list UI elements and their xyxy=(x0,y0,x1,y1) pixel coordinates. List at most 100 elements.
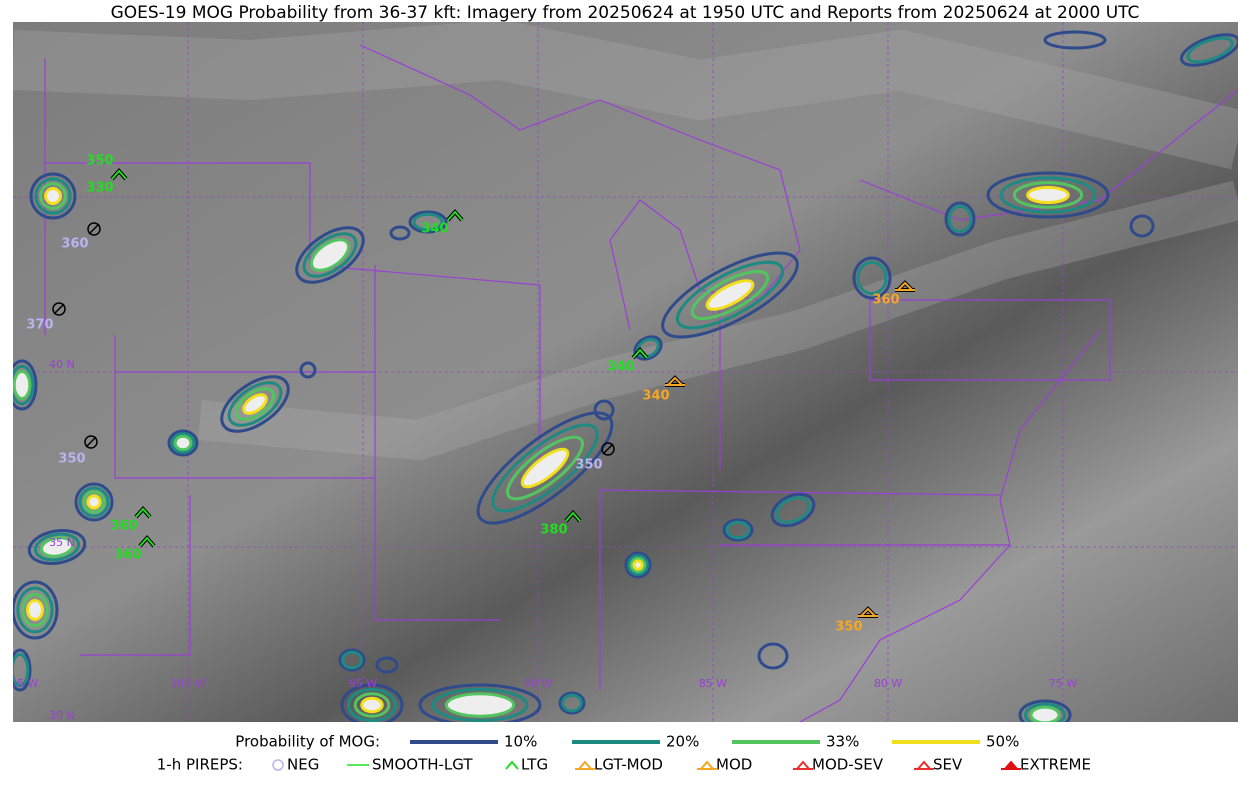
contour xyxy=(227,381,283,427)
contour xyxy=(1026,186,1070,204)
contour xyxy=(86,494,102,510)
pirep-label: 340 xyxy=(642,389,669,404)
contour xyxy=(299,361,317,379)
contour xyxy=(1024,702,1066,722)
legend-label: SMOOTH-LGT xyxy=(372,756,473,774)
graticule xyxy=(13,22,1238,722)
pirep-symbol xyxy=(85,436,97,448)
contour xyxy=(13,370,32,400)
pirep-label: 380 xyxy=(540,523,567,538)
pirep-symbol xyxy=(88,223,100,235)
contour xyxy=(27,529,87,565)
pirep-label: 350 xyxy=(575,458,602,473)
legend-swatch xyxy=(793,760,813,770)
pirep-symbol xyxy=(447,210,463,221)
legend-label: SEV xyxy=(933,756,963,774)
contour xyxy=(491,423,599,513)
contour xyxy=(1180,33,1238,67)
contour xyxy=(82,490,106,514)
contour xyxy=(629,556,647,574)
contour xyxy=(705,279,755,311)
map: 105 W 100 W 95 W 90 W 85 W 80 W 75 W 30 N 35 N 40… xyxy=(3,22,1238,722)
contour xyxy=(444,692,516,718)
legend-swatch xyxy=(575,760,595,770)
contour xyxy=(16,586,54,634)
contour xyxy=(1186,36,1234,64)
pirep-label: 360 xyxy=(61,237,88,252)
contour xyxy=(13,648,32,692)
contour xyxy=(340,683,404,722)
contour xyxy=(389,225,411,241)
contour xyxy=(408,210,448,234)
mog-contours xyxy=(13,30,1238,722)
contour xyxy=(856,260,888,296)
lat-label: 35 N xyxy=(49,536,75,549)
contour xyxy=(234,387,276,421)
pirep-symbol xyxy=(895,281,915,291)
contour xyxy=(690,269,770,321)
legend-swatch xyxy=(697,760,717,770)
contour xyxy=(775,496,811,524)
contour xyxy=(338,648,366,672)
contour xyxy=(1029,705,1061,722)
contour xyxy=(1012,181,1084,209)
contour xyxy=(375,656,399,674)
pirep-symbol xyxy=(135,507,151,518)
legend: Probability of MOG: 10% 20% 33% 50% 1-h PIREP… xyxy=(157,733,1091,774)
contour xyxy=(21,592,49,628)
contour xyxy=(170,432,196,454)
legend-label: LTG xyxy=(521,756,548,774)
pirep-label: 340 xyxy=(607,360,634,375)
lon-label: 85 W xyxy=(699,677,727,690)
contour xyxy=(725,520,751,540)
contour xyxy=(220,375,290,433)
lon-label: 90 W xyxy=(524,677,552,690)
pirep-symbol xyxy=(84,435,98,449)
lon-label: 105 W xyxy=(3,677,38,690)
legend-label: NEG xyxy=(287,756,319,774)
contour xyxy=(173,434,193,452)
contour xyxy=(431,687,529,722)
lon-label: 75 W xyxy=(1049,677,1077,690)
contour xyxy=(295,226,365,284)
contour xyxy=(347,687,397,722)
contour xyxy=(34,177,72,215)
pirep-symbol xyxy=(53,303,65,315)
pirep-label: 350 xyxy=(58,452,85,467)
contour xyxy=(722,518,754,542)
contour xyxy=(353,692,391,718)
contour xyxy=(13,359,38,411)
pirep-symbol xyxy=(52,302,66,316)
cloud-band xyxy=(13,22,1238,170)
contour xyxy=(39,182,67,210)
lon-label: 80 W xyxy=(874,677,902,690)
contour xyxy=(302,232,358,278)
contour xyxy=(39,536,75,558)
legend-label: 10% xyxy=(504,733,537,751)
pirep-label: 360 xyxy=(110,519,137,534)
legend-swatch xyxy=(505,760,519,770)
legend-title: 1-h PIREPS: xyxy=(157,756,243,774)
legend-label: 20% xyxy=(666,733,699,751)
legend-swatch xyxy=(914,760,934,770)
contour xyxy=(360,696,384,714)
pirep-label: 350 xyxy=(86,154,113,169)
lon-label: 100 W xyxy=(170,677,205,690)
contour xyxy=(13,364,35,406)
contour xyxy=(13,652,30,688)
contour xyxy=(999,176,1097,214)
contour xyxy=(29,172,77,220)
contour xyxy=(309,238,351,272)
pirep-symbol xyxy=(139,536,155,547)
contour xyxy=(757,642,789,670)
pirep-label: 350 xyxy=(835,620,862,635)
contour xyxy=(242,393,268,415)
contour xyxy=(418,683,542,722)
contour xyxy=(852,256,892,300)
title: GOES-19 MOG Probability from 36-37 kft: … xyxy=(111,3,1140,23)
contour xyxy=(944,201,976,237)
contour xyxy=(33,532,81,562)
contour xyxy=(78,486,110,518)
pirep-label: 330 xyxy=(86,181,113,196)
